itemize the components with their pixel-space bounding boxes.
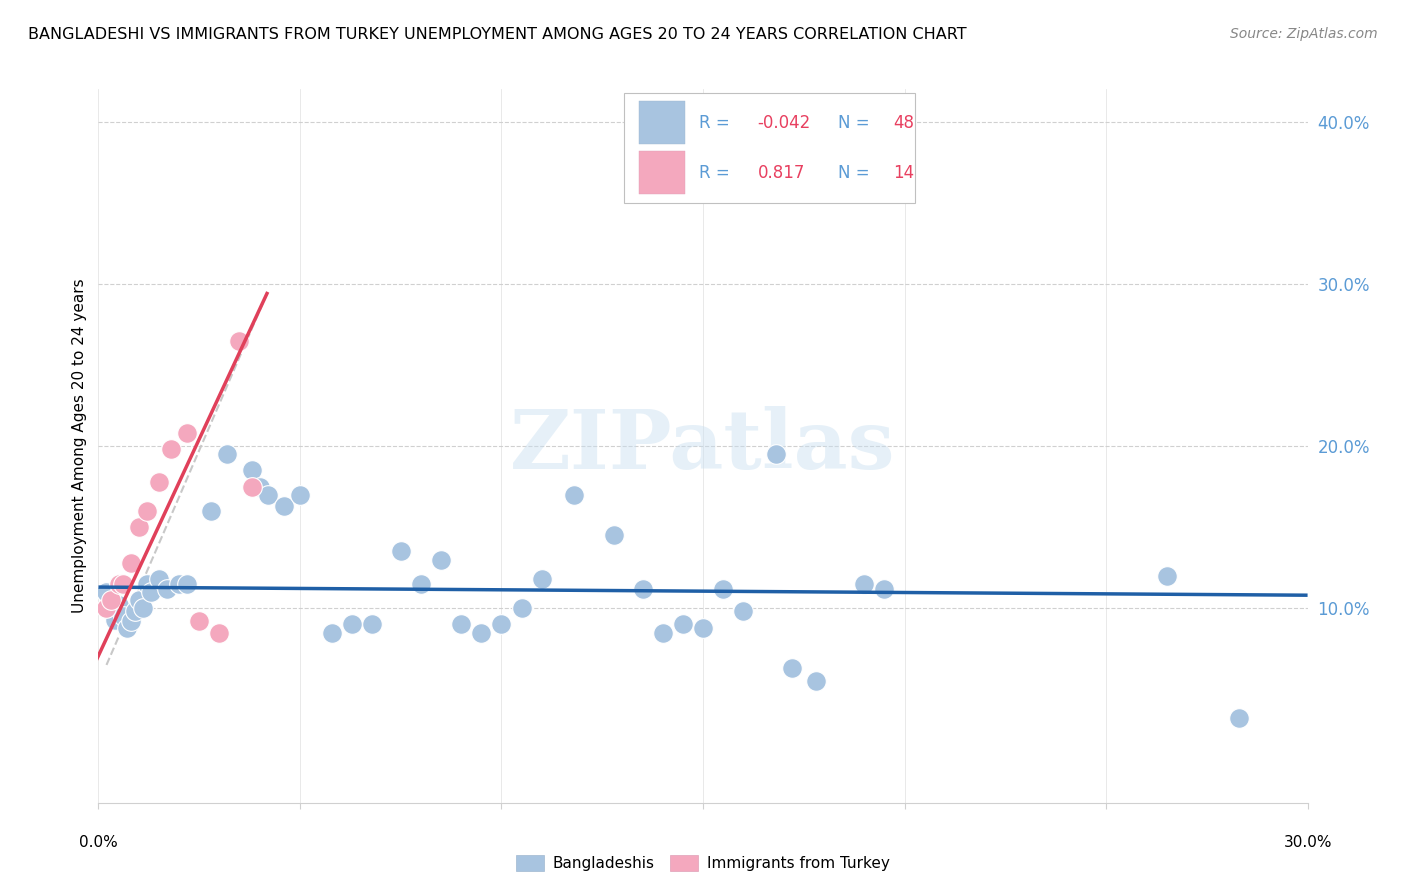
Point [273, 499, 295, 513]
Text: -0.042: -0.042 [758, 114, 811, 132]
Point [208, 625, 231, 640]
Point [491, 617, 513, 632]
Text: BANGLADESHI VS IMMIGRANTS FROM TURKEY UNEMPLOYMENT AMONG AGES 20 TO 24 YEARS COR: BANGLADESHI VS IMMIGRANTS FROM TURKEY UN… [28, 27, 967, 42]
Point [249, 479, 271, 493]
Point [103, 613, 125, 627]
Point [651, 625, 673, 640]
Point [120, 614, 142, 628]
Text: Source: ZipAtlas.com: Source: ZipAtlas.com [1230, 27, 1378, 41]
Point [100, 604, 122, 618]
Point [176, 577, 198, 591]
Point [1227, 711, 1250, 725]
Point [217, 447, 239, 461]
Point [176, 425, 198, 440]
FancyBboxPatch shape [638, 102, 685, 145]
Point [228, 334, 250, 348]
Point [530, 572, 553, 586]
Point [711, 582, 734, 596]
Point [562, 488, 585, 502]
Point [120, 556, 142, 570]
Point [111, 609, 134, 624]
Point [804, 674, 827, 689]
Point [167, 577, 190, 591]
Point [240, 479, 263, 493]
Point [96, 601, 118, 615]
Point [160, 442, 183, 457]
Point [510, 601, 533, 615]
Point [148, 572, 170, 586]
Point [389, 544, 412, 558]
Point [188, 614, 211, 628]
Text: 0.0%: 0.0% [79, 835, 118, 850]
Text: 14: 14 [893, 164, 914, 182]
Point [135, 577, 157, 591]
Point [200, 504, 222, 518]
Text: 30.0%: 30.0% [1284, 835, 1331, 850]
Point [148, 475, 170, 489]
Point [361, 617, 384, 632]
Point [853, 577, 876, 591]
Point [470, 625, 492, 640]
Point [603, 528, 626, 542]
Point [107, 577, 129, 591]
Point [450, 617, 472, 632]
Point [107, 598, 129, 612]
Text: N =: N = [838, 114, 876, 132]
Point [139, 585, 162, 599]
Y-axis label: Unemployment Among Ages 20 to 24 years: Unemployment Among Ages 20 to 24 years [72, 278, 87, 614]
Point [1156, 568, 1178, 582]
Point [321, 625, 343, 640]
Point [96, 585, 118, 599]
Point [733, 604, 755, 618]
Text: 0.817: 0.817 [758, 164, 804, 182]
Point [124, 604, 146, 618]
Point [692, 621, 714, 635]
Point [631, 582, 654, 596]
Text: N =: N = [838, 164, 876, 182]
Text: 48: 48 [893, 114, 914, 132]
Point [430, 552, 453, 566]
Point [765, 447, 787, 461]
FancyBboxPatch shape [624, 93, 915, 203]
FancyBboxPatch shape [638, 152, 685, 194]
Point [115, 621, 138, 635]
Legend: Bangladeshis, Immigrants from Turkey: Bangladeshis, Immigrants from Turkey [510, 849, 896, 877]
Point [240, 463, 263, 477]
Text: R =: R = [699, 164, 735, 182]
Point [135, 504, 157, 518]
Text: R =: R = [699, 114, 735, 132]
Point [100, 593, 122, 607]
Point [409, 577, 432, 591]
Point [256, 488, 278, 502]
Point [780, 661, 803, 675]
Point [672, 617, 695, 632]
Point [132, 601, 155, 615]
Text: ZIPatlas: ZIPatlas [510, 406, 896, 486]
Point [156, 582, 179, 596]
Point [111, 577, 134, 591]
Point [873, 582, 896, 596]
Point [342, 617, 364, 632]
Point [288, 488, 311, 502]
Point [128, 520, 150, 534]
Point [128, 593, 150, 607]
